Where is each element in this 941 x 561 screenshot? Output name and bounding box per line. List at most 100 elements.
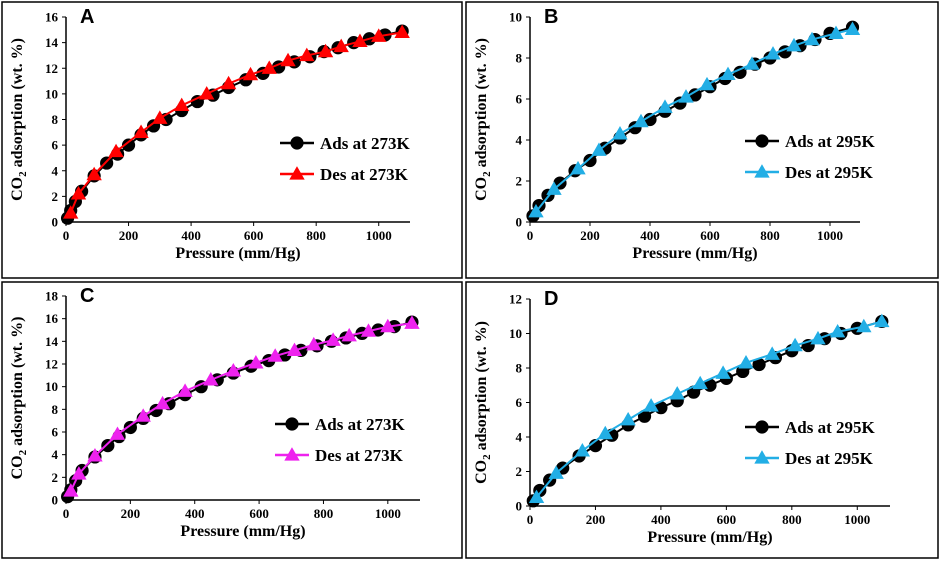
legend-marker	[754, 450, 770, 464]
y-tick-label: 6	[516, 395, 523, 410]
y-label-subscript: 2	[481, 171, 493, 177]
data-point	[87, 447, 103, 462]
data-point	[720, 66, 736, 81]
series-ads	[526, 20, 860, 223]
data-point	[699, 76, 715, 91]
y-tick-label: 6	[516, 92, 523, 107]
data-point	[352, 33, 368, 47]
data-point	[299, 47, 315, 62]
data-point	[669, 386, 685, 400]
data-point	[317, 43, 334, 58]
data-point	[71, 466, 87, 480]
data-point	[546, 181, 562, 195]
y-tick-label: 14	[45, 35, 59, 50]
data-point	[70, 186, 87, 200]
data-point	[394, 24, 410, 39]
panel-frame	[1, 281, 463, 559]
y-tick-label: 10	[45, 379, 58, 394]
y-label-subscript: 2	[481, 454, 493, 460]
y-axis-label: CO2 adsorption (wt. %)	[9, 317, 29, 480]
data-point	[203, 372, 219, 386]
legend-label: Des at 273K	[315, 446, 404, 465]
chart-panel-c: 0 2 4 6 8 10 12 14 16 18 0 200 400 600 800 1000 Pressure…	[1, 281, 463, 559]
x-tick-label: 200	[586, 512, 606, 527]
panel-frame	[465, 281, 939, 559]
data-point	[380, 318, 396, 333]
x-axis-label: Pressure (mm/Hg)	[180, 523, 305, 540]
data-point	[765, 46, 781, 60]
legend-label: Ads at 273K	[315, 415, 406, 434]
data-point	[828, 25, 844, 40]
x-tick-label: 600	[244, 228, 264, 243]
data-point	[135, 408, 151, 422]
x-tick-label: 400	[185, 506, 205, 521]
legend: Ads at 273K Des at 273K	[275, 415, 406, 465]
y-tick-label: 16	[45, 311, 59, 326]
x-tick-label: 0	[63, 228, 70, 243]
data-point	[591, 142, 607, 156]
data-point	[787, 337, 803, 352]
data-point	[744, 56, 760, 70]
data-point	[360, 323, 377, 337]
panel-frame	[1, 1, 463, 279]
data-point	[333, 38, 349, 53]
data-point	[829, 323, 846, 338]
y-label-co: CO	[473, 460, 490, 484]
y-label-rest: adsorption (wt. %)	[473, 38, 490, 171]
data-point	[154, 395, 171, 410]
y-tick-label: 0	[516, 499, 523, 514]
data-point	[874, 313, 890, 328]
legend-marker	[755, 134, 769, 148]
chart-panel-d: 0 2 4 6 8 10 12 0 200 400 600 800 1000 Pressure (mm/H…	[465, 281, 939, 559]
data-point	[174, 97, 190, 112]
y-axis-label: CO2 adsorption (wt. %)	[473, 38, 493, 201]
chart-panel-b: 0 2 4 6 8 10 0 200 400 600 800 1000 Pressure (mm/Hg)…	[465, 1, 939, 279]
data-point	[371, 28, 387, 42]
data-point	[804, 31, 820, 46]
data-point	[643, 398, 659, 412]
data-point	[152, 110, 168, 124]
data-point	[267, 348, 283, 362]
x-tick-label: 800	[782, 512, 802, 527]
y-tick-label: 8	[52, 402, 59, 417]
legend-label: Des at 295K	[785, 449, 874, 468]
x-tick-label: 1000	[366, 228, 392, 243]
x-tick-label: 1000	[844, 512, 870, 527]
data-point	[678, 89, 694, 103]
data-point	[583, 153, 597, 168]
x-tick-label: 200	[121, 506, 141, 521]
series-line	[66, 321, 413, 498]
data-point	[177, 383, 193, 397]
data-point	[597, 425, 613, 440]
data-point	[715, 365, 731, 379]
y-tick-label: 2	[52, 470, 59, 485]
data-point	[123, 420, 137, 435]
data-point	[574, 442, 591, 457]
data-point	[764, 346, 780, 360]
series-des	[63, 24, 410, 219]
data-point	[133, 124, 149, 138]
legend-label: Ads at 295K	[785, 132, 876, 151]
legend-marker	[285, 417, 299, 431]
data-point	[404, 315, 420, 329]
data-point	[692, 375, 708, 390]
x-tick-label: 400	[651, 512, 671, 527]
x-axis-label: Pressure (mm/Hg)	[175, 245, 300, 262]
data-point	[570, 160, 586, 175]
data-point	[786, 37, 802, 52]
y-tick-label: 4	[516, 430, 523, 445]
y-label-subscript: 2	[17, 449, 29, 455]
y-axis-label: CO2 adsorption (wt. %)	[473, 321, 493, 484]
legend-marker	[290, 136, 304, 150]
legend-label: Ads at 295K	[785, 418, 876, 437]
y-label-co: CO	[9, 177, 26, 201]
panel-frame	[465, 1, 939, 279]
data-point	[657, 99, 673, 113]
series-des	[528, 21, 861, 218]
legend-marker	[289, 166, 305, 180]
data-point	[109, 426, 126, 440]
legend: Ads at 295K Des at 295K	[745, 132, 876, 182]
data-point	[286, 342, 303, 357]
series-des	[528, 313, 890, 504]
data-point	[844, 21, 861, 35]
